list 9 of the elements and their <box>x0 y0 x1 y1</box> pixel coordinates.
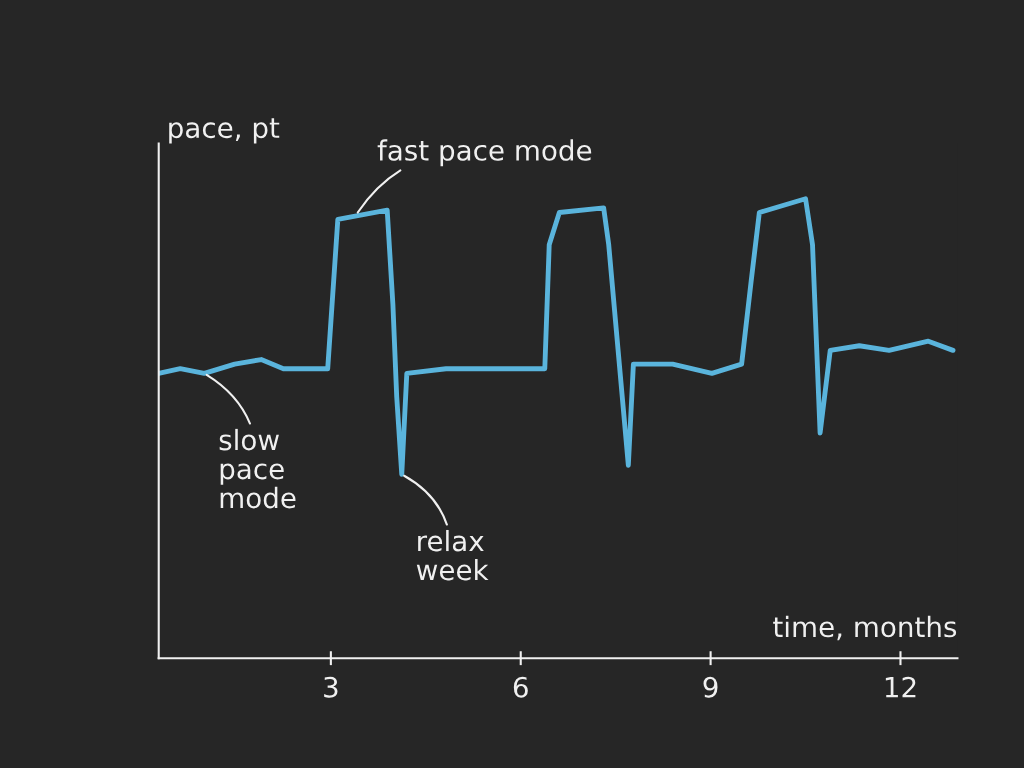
annotation: fast pace mode <box>377 139 592 167</box>
x-axis-title: time, months <box>773 615 957 641</box>
annotation: relax week <box>416 529 489 581</box>
x-tick-label: 12 <box>885 676 916 698</box>
y-axis-title: pace, pt <box>169 118 280 144</box>
annotation: slow pace mode <box>219 428 296 509</box>
x-tick-label: 9 <box>703 676 718 698</box>
x-tick-label: 6 <box>513 676 528 698</box>
x-tick-label: 3 <box>324 676 338 698</box>
